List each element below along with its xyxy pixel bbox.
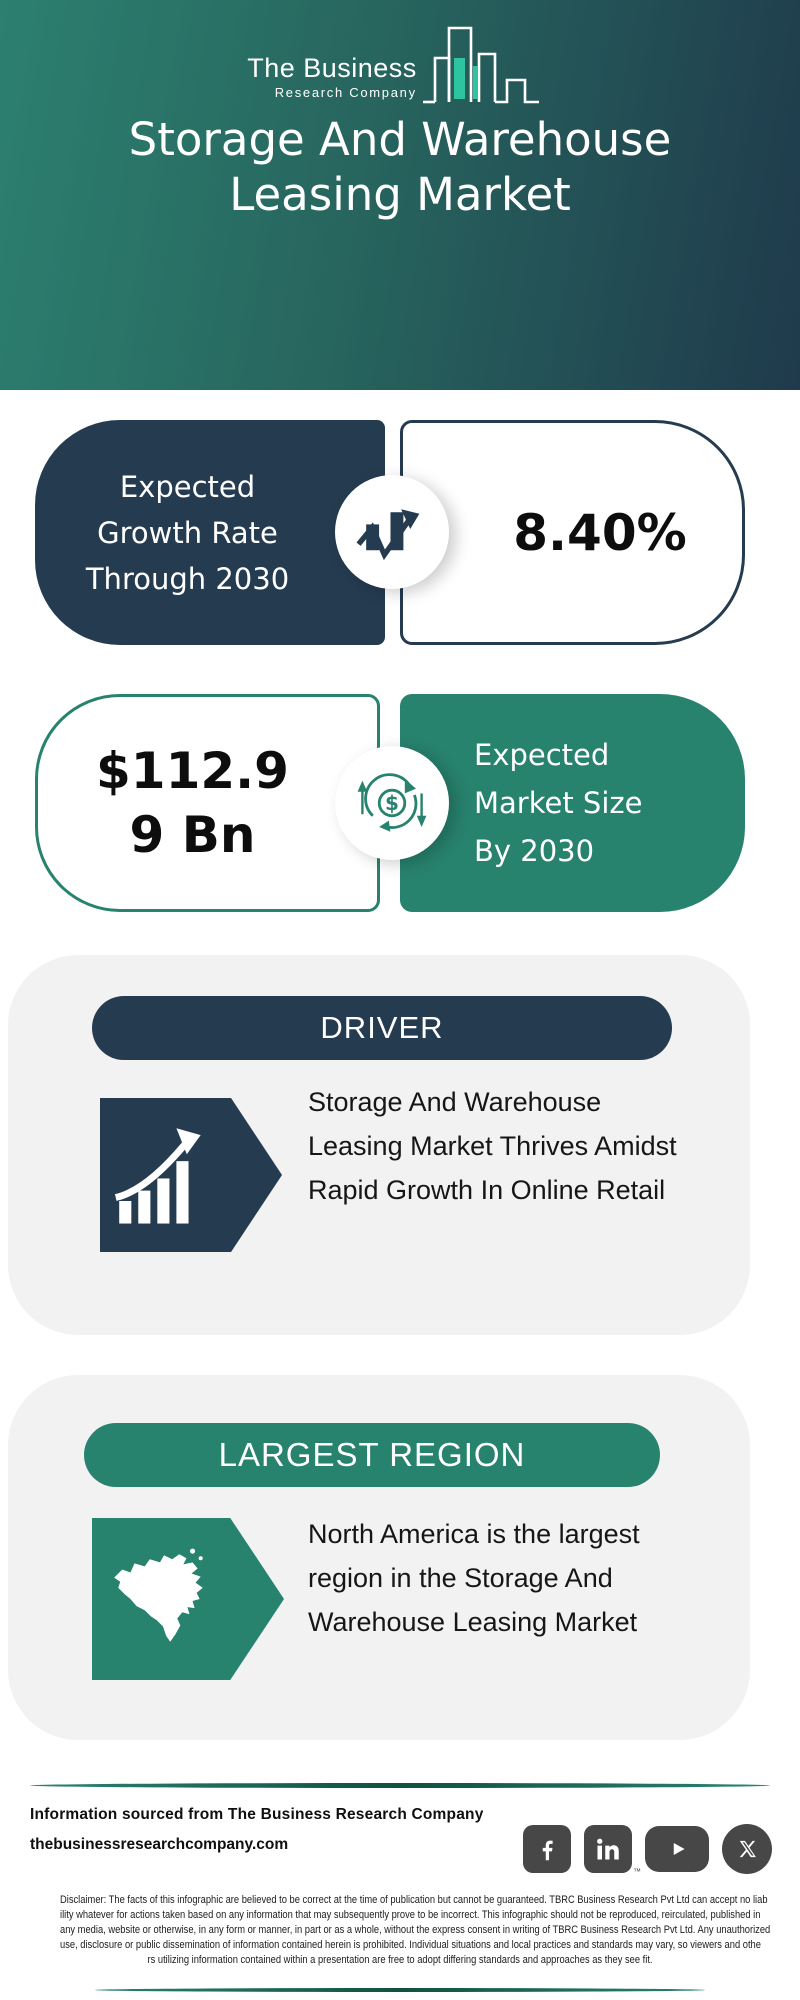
growth-label-line3: Through 2030 [85, 561, 290, 596]
page-title-line1: Storage And Warehouse [128, 113, 672, 166]
driver-description: Storage And Warehouse Leasing Market Thr… [308, 1080, 677, 1212]
disclaimer-line3: any media, website or otherwise, in any … [60, 1924, 771, 1936]
driver-text-line2: Leasing Market Thrives Amidst [308, 1131, 677, 1161]
header-banner: The Business Research Company Storage An… [0, 0, 800, 390]
growth-rate-value-panel: 8.40% [400, 420, 745, 645]
driver-text-line3: Rapid Growth In Online Retail [308, 1175, 666, 1205]
linkedin-trademark: ™ [633, 1867, 641, 1876]
page-title-line2: Leasing Market [229, 168, 571, 221]
disclaimer-line5: rs utilizing information contained withi… [147, 1954, 653, 1966]
market-size-label-line2: Market Size [474, 786, 643, 820]
region-heading-pill: LARGEST REGION [84, 1423, 660, 1487]
market-size-label-line3: By 2030 [474, 834, 595, 868]
driver-heading: DRIVER [320, 1010, 444, 1045]
dollar-symbol: $ [385, 791, 399, 815]
facebook-icon[interactable] [523, 1825, 571, 1873]
growth-trend-icon [335, 475, 449, 589]
bar-growth-icon [100, 1098, 282, 1252]
market-size-value-panel: $112.9 9 Bn [35, 694, 380, 912]
region-description: North America is the largest region in t… [308, 1512, 640, 1644]
largest-region-card: LARGEST REGION North America is the larg… [8, 1375, 750, 1740]
region-text-line2: region in the Storage And [308, 1563, 613, 1593]
market-size-label-line1: Expected [474, 738, 610, 772]
brand-logo: The Business Research Company [0, 24, 800, 108]
growth-label-line1: Expected [119, 469, 256, 504]
linkedin-icon-wrap: ™ [584, 1825, 641, 1876]
disclaimer-text: Disclaimer: The facts of this infographi… [0, 1893, 800, 1968]
bottom-accent-bar [95, 1988, 705, 1992]
growth-rate-value: 8.40% [513, 503, 687, 562]
source-info: Information sourced from The Business Re… [30, 1806, 484, 1854]
brand-name: The Business [247, 53, 417, 83]
driver-heading-pill: DRIVER [92, 996, 672, 1060]
footer-divider [30, 1783, 770, 1788]
source-url[interactable]: thebusinessresearchcompany.com [30, 1836, 289, 1853]
disclaimer-line1: Disclaimer: The facts of this infographi… [60, 1894, 768, 1906]
growth-rate-label: Expected Growth Rate Through 2030 [86, 464, 289, 602]
region-heading: LARGEST REGION [218, 1436, 526, 1473]
growth-rate-stat: Expected Growth Rate Through 2030 8.40% [35, 420, 745, 645]
brand-subname: Research Company [274, 85, 417, 100]
market-size-label-panel: Expected Market Size By 2030 [400, 694, 745, 912]
youtube-icon[interactable] [645, 1826, 709, 1872]
growth-rate-label-panel: Expected Growth Rate Through 2030 [35, 420, 385, 645]
driver-text-line1: Storage And Warehouse [308, 1087, 602, 1117]
driver-card: DRIVER Storage And Warehouse Leasing Mar… [8, 955, 750, 1335]
region-text-line3: Warehouse Leasing Market [308, 1607, 638, 1637]
disclaimer-line4: use, disclosure or public dissemination … [60, 1939, 761, 1951]
region-text-line1: North America is the largest [308, 1519, 640, 1549]
brand-name-block: The Business Research Company [247, 55, 417, 108]
market-size-label: Expected Market Size By 2030 [474, 731, 642, 875]
logo-bar-chart-icon [422, 26, 539, 104]
dollar-exchange-icon: $ [335, 746, 449, 860]
north-america-map-icon [92, 1518, 284, 1680]
source-text: Information sourced from The Business Re… [30, 1806, 484, 1823]
growth-label-line2: Growth Rate [97, 515, 278, 550]
linkedin-icon[interactable] [584, 1825, 632, 1873]
social-links: ™ [523, 1824, 772, 1876]
market-size-stat: $112.9 9 Bn Expected Market Size By 2030 [35, 694, 745, 912]
market-size-value: $112.9 9 Bn [96, 739, 289, 867]
page-title: Storage And Warehouse Leasing Market [0, 112, 800, 222]
disclaimer-line2: ility whatever for actions taken based o… [60, 1909, 761, 1921]
x-icon[interactable] [722, 1824, 772, 1874]
market-size-value-line1: $112.9 [96, 742, 289, 800]
market-size-value-line2: 9 Bn [129, 806, 256, 864]
